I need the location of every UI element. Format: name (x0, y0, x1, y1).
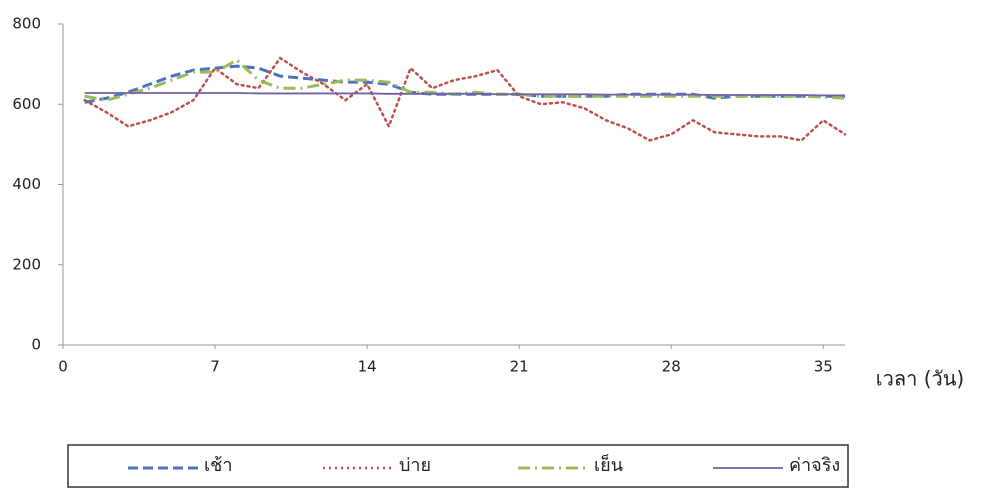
line-series (83, 56, 847, 142)
line-series (84, 92, 845, 97)
y-tick-label: 600 (12, 95, 41, 113)
x-tick-label: 28 (662, 358, 681, 376)
legend-label: เย็น (594, 453, 623, 476)
x-tick-label: 14 (358, 358, 377, 376)
y-tick-label: 0 (31, 336, 41, 354)
legend-label: เช้า (204, 455, 232, 476)
x-tick-label: 21 (510, 358, 529, 376)
line-series (84, 58, 846, 102)
x-tick-label: 35 (814, 358, 833, 376)
legend-label: บ่าย (399, 455, 431, 476)
y-tick-label: 800 (12, 15, 41, 33)
x-tick-label: 0 (58, 358, 68, 376)
x-axis-label: เวลา (วัน) (876, 367, 964, 391)
legend-box (67, 444, 849, 488)
legend-label: ค่าจริง (789, 455, 840, 476)
y-tick-label: 400 (12, 175, 41, 193)
y-tick-label: 200 (12, 255, 41, 273)
x-tick-label: 7 (210, 358, 220, 376)
